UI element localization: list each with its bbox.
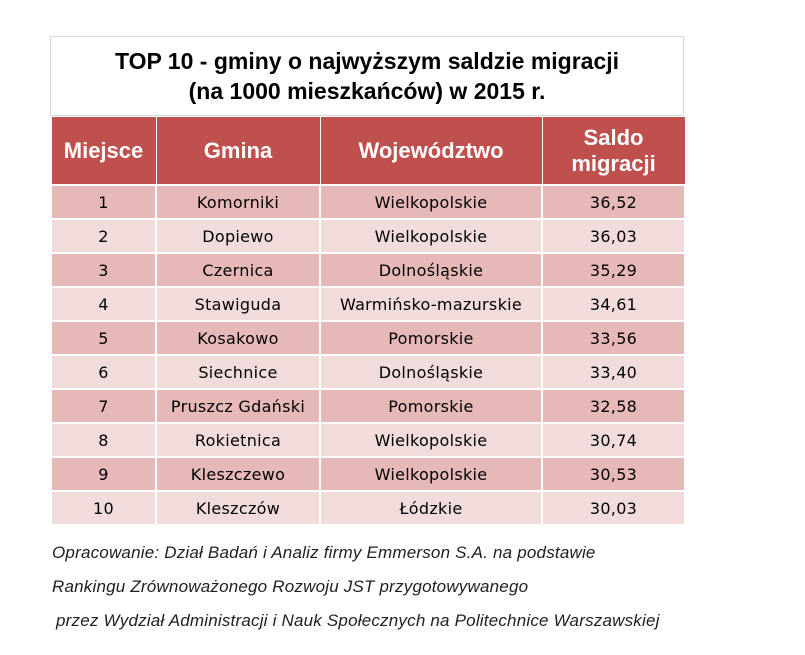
table-row: 7 Pruszcz Gdański Pomorskie 32,58 bbox=[50, 388, 686, 424]
header-saldo-line1: Saldo bbox=[583, 124, 644, 150]
source-caption: Opracowanie: Dział Badań i Analiz firmy … bbox=[52, 536, 660, 638]
cell-gmina: Rokietnica bbox=[155, 422, 321, 458]
cell-gmina: Kosakowo bbox=[155, 320, 321, 356]
cell-gmina: Czernica bbox=[155, 252, 321, 288]
title-line-2: (na 1000 mieszkańców) w 2015 r. bbox=[188, 78, 546, 104]
cell-wojewodztwo: Wielkopolskie bbox=[319, 218, 543, 254]
cell-wojewodztwo: Warmińsko-mazurskie bbox=[319, 286, 543, 322]
cell-miejsce: 4 bbox=[50, 286, 157, 322]
caption-line-1: Opracowanie: Dział Badań i Analiz firmy … bbox=[52, 543, 596, 562]
cell-wojewodztwo: Pomorskie bbox=[319, 388, 543, 424]
header-gmina: Gmina bbox=[155, 116, 321, 186]
cell-wojewodztwo: Wielkopolskie bbox=[319, 456, 543, 492]
header-row: Miejsce Gmina Województwo Saldo migracji bbox=[50, 116, 686, 186]
cell-miejsce: 5 bbox=[50, 320, 157, 356]
table-row: 2 Dopiewo Wielkopolskie 36,03 bbox=[50, 218, 686, 254]
table-row: 5 Kosakowo Pomorskie 33,56 bbox=[50, 320, 686, 356]
cell-wojewodztwo: Wielkopolskie bbox=[319, 422, 543, 458]
cell-miejsce: 6 bbox=[50, 354, 157, 390]
cell-miejsce: 8 bbox=[50, 422, 157, 458]
cell-gmina: Dopiewo bbox=[155, 218, 321, 254]
cell-wojewodztwo: Pomorskie bbox=[319, 320, 543, 356]
table-row: 10 Kleszczów Łódzkie 30,03 bbox=[50, 490, 686, 526]
table-row: 9 Kleszczewo Wielkopolskie 30,53 bbox=[50, 456, 686, 492]
header-miejsce: Miejsce bbox=[50, 116, 157, 186]
table-row: 6 Siechnice Dolnośląskie 33,40 bbox=[50, 354, 686, 390]
cell-gmina: Kleszczów bbox=[155, 490, 321, 526]
cell-miejsce: 3 bbox=[50, 252, 157, 288]
table-title: TOP 10 - gminy o najwyższym saldzie migr… bbox=[50, 36, 684, 116]
header-saldo-migracji: Saldo migracji bbox=[541, 116, 686, 186]
table-row: 1 Komorniki Wielkopolskie 36,52 bbox=[50, 184, 686, 220]
cell-wojewodztwo: Wielkopolskie bbox=[319, 184, 543, 220]
data-table: Miejsce Gmina Województwo Saldo migracji… bbox=[50, 116, 686, 526]
cell-saldo: 34,61 bbox=[541, 286, 686, 322]
cell-miejsce: 2 bbox=[50, 218, 157, 254]
cell-saldo: 33,56 bbox=[541, 320, 686, 356]
cell-gmina: Komorniki bbox=[155, 184, 321, 220]
header-saldo-line2: migracji bbox=[571, 150, 656, 176]
caption-line-2: Rankingu Zrównoważonego Rozwoju JST przy… bbox=[52, 577, 529, 596]
cell-wojewodztwo: Łódzkie bbox=[319, 490, 543, 526]
cell-saldo: 30,53 bbox=[541, 456, 686, 492]
cell-saldo: 36,52 bbox=[541, 184, 686, 220]
cell-saldo: 32,58 bbox=[541, 388, 686, 424]
cell-wojewodztwo: Dolnośląskie bbox=[319, 252, 543, 288]
cell-saldo: 30,74 bbox=[541, 422, 686, 458]
cell-miejsce: 9 bbox=[50, 456, 157, 492]
cell-miejsce: 7 bbox=[50, 388, 157, 424]
table-row: 8 Rokietnica Wielkopolskie 30,74 bbox=[50, 422, 686, 458]
header-wojewodztwo: Województwo bbox=[319, 116, 543, 186]
cell-gmina: Pruszcz Gdański bbox=[155, 388, 321, 424]
table-row: 4 Stawiguda Warmińsko-mazurskie 34,61 bbox=[50, 286, 686, 322]
cell-miejsce: 1 bbox=[50, 184, 157, 220]
cell-saldo: 36,03 bbox=[541, 218, 686, 254]
table-row: 3 Czernica Dolnośląskie 35,29 bbox=[50, 252, 686, 288]
cell-saldo: 30,03 bbox=[541, 490, 686, 526]
cell-saldo: 33,40 bbox=[541, 354, 686, 390]
caption-line-3: przez Wydział Administracji i Nauk Społe… bbox=[56, 611, 660, 630]
table-body: 1 Komorniki Wielkopolskie 36,52 2 Dopiewo Wiel… bbox=[50, 184, 686, 526]
cell-gmina: Stawiguda bbox=[155, 286, 321, 322]
cell-gmina: Kleszczewo bbox=[155, 456, 321, 492]
cell-miejsce: 10 bbox=[50, 490, 157, 526]
ranking-table: TOP 10 - gminy o najwyższym saldzie migr… bbox=[50, 36, 686, 526]
title-line-1: TOP 10 - gminy o najwyższym saldzie migr… bbox=[114, 48, 620, 74]
cell-gmina: Siechnice bbox=[155, 354, 321, 390]
cell-saldo: 35,29 bbox=[541, 252, 686, 288]
cell-wojewodztwo: Dolnośląskie bbox=[319, 354, 543, 390]
